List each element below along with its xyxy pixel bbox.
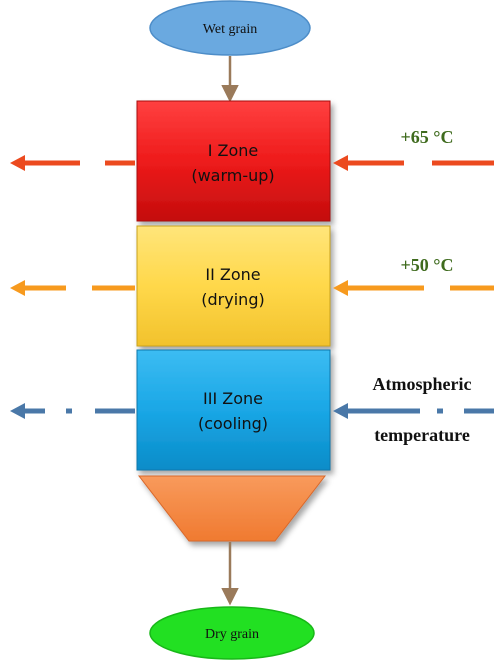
zone-1-inflow-arrow xyxy=(333,155,494,171)
zone-2-temperature: +50 °C xyxy=(401,255,454,275)
zone-3-name: III Zone xyxy=(203,389,263,408)
zone-3-desc: (cooling) xyxy=(198,414,268,433)
zone-3-box xyxy=(136,349,331,471)
zone-1-desc: (warm-up) xyxy=(191,166,274,185)
wet-grain-node: Wet grain xyxy=(149,0,311,56)
zone-1-temperature: +65 °C xyxy=(401,127,454,147)
zone-2-box xyxy=(136,225,331,347)
zone-3-temperature-line2: temperature xyxy=(374,425,470,445)
hopper xyxy=(137,475,327,542)
dry-grain-node: Dry grain xyxy=(149,606,315,660)
zone-1-box xyxy=(136,100,331,222)
zone-3-temperature-line1: Atmospheric xyxy=(373,374,472,394)
wet-grain-label: Wet grain xyxy=(203,22,257,37)
zone-2-desc: (drying) xyxy=(201,290,264,309)
dry-grain-label: Dry grain xyxy=(205,627,259,642)
zone-2-inflow-arrow xyxy=(333,280,494,296)
zone-3-outflow-arrow xyxy=(10,403,135,419)
zone-2-name: II Zone xyxy=(205,265,260,284)
zone-1-outflow-arrow xyxy=(10,155,135,171)
zone-2-outflow-arrow xyxy=(10,280,135,296)
zone-1-name: I Zone xyxy=(208,141,259,160)
zone-3-inflow-arrow xyxy=(333,403,494,419)
